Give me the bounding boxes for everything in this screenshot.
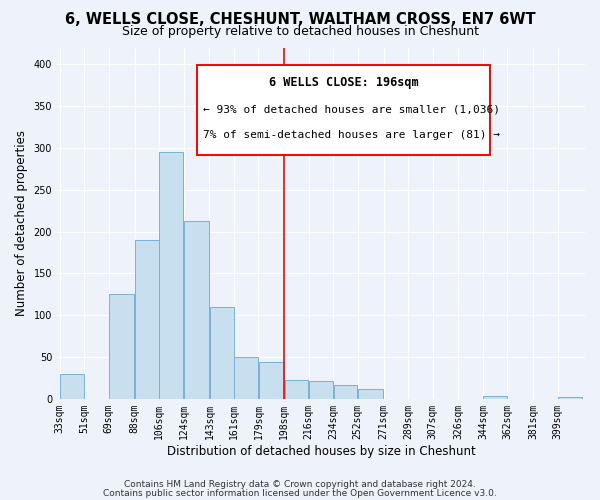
FancyBboxPatch shape (197, 65, 490, 154)
Text: Contains public sector information licensed under the Open Government Licence v3: Contains public sector information licen… (103, 488, 497, 498)
Bar (284, 380, 308, 399)
Bar (558, 397, 582, 399)
Bar (483, 396, 507, 399)
Bar (184, 222, 209, 399)
Text: 6 WELLS CLOSE: 196sqm: 6 WELLS CLOSE: 196sqm (269, 76, 418, 90)
Text: 7% of semi-detached houses are larger (81) →: 7% of semi-detached houses are larger (8… (203, 130, 500, 140)
Bar (160, 152, 183, 399)
Bar (60, 374, 84, 399)
Bar (109, 294, 134, 399)
Bar (259, 362, 284, 399)
Bar (234, 357, 258, 399)
Bar (334, 384, 358, 399)
Bar (309, 382, 333, 399)
Text: 6, WELLS CLOSE, CHESHUNT, WALTHAM CROSS, EN7 6WT: 6, WELLS CLOSE, CHESHUNT, WALTHAM CROSS,… (65, 12, 535, 28)
Bar (358, 389, 383, 399)
Text: Contains HM Land Registry data © Crown copyright and database right 2024.: Contains HM Land Registry data © Crown c… (124, 480, 476, 489)
Bar (135, 240, 159, 399)
Text: ← 93% of detached houses are smaller (1,036): ← 93% of detached houses are smaller (1,… (203, 105, 500, 115)
Bar (210, 307, 233, 399)
Text: Size of property relative to detached houses in Cheshunt: Size of property relative to detached ho… (121, 24, 479, 38)
X-axis label: Distribution of detached houses by size in Cheshunt: Distribution of detached houses by size … (167, 444, 475, 458)
Y-axis label: Number of detached properties: Number of detached properties (15, 130, 28, 316)
